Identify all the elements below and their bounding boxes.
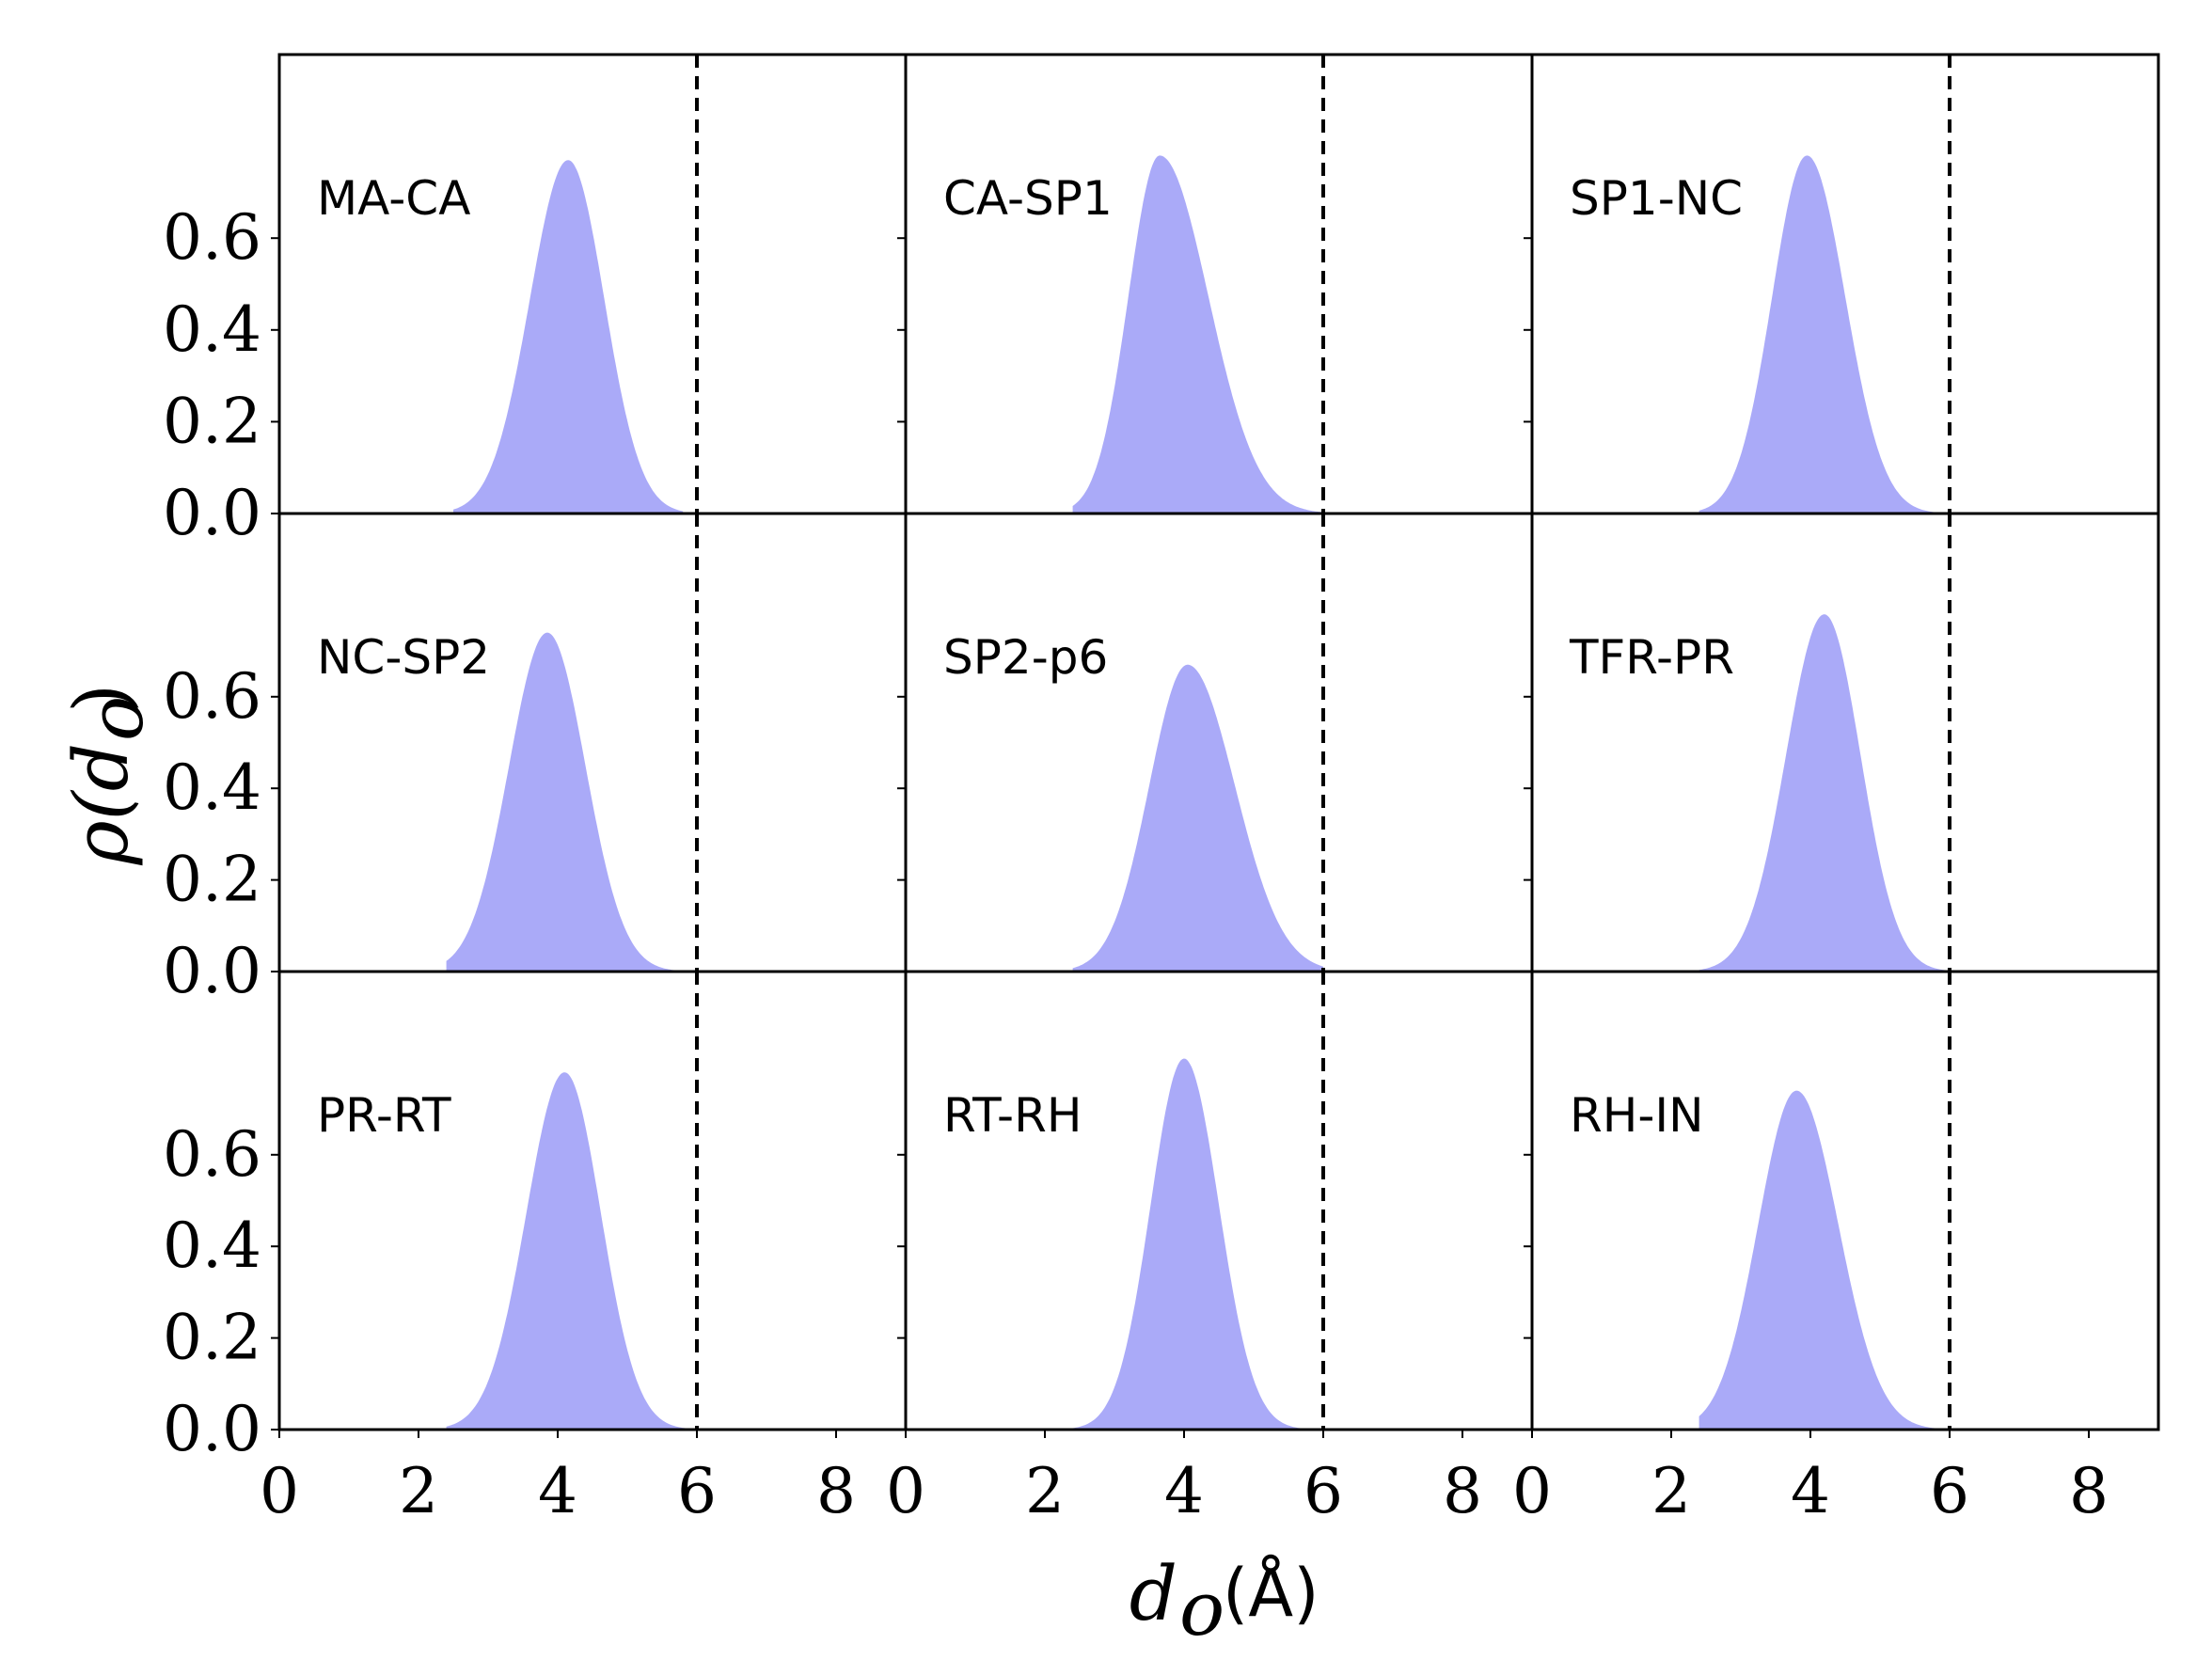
x-tick-label: 8 (816, 1455, 856, 1527)
x-tick-label: 6 (1304, 1455, 1343, 1527)
panel-label: CA-SP1 (943, 171, 1113, 226)
density-area (1072, 664, 1323, 972)
subplot: RH-IN (1524, 970, 2160, 1438)
x-axis-unit: (Å) (1223, 1555, 1319, 1632)
x-axis-sub: o (1179, 1565, 1224, 1652)
y-tick-label: 0.4 (163, 1209, 261, 1282)
panel-label: SP1-NC (1570, 171, 1743, 226)
density-area (1698, 614, 1950, 972)
y-tick-label: 0.0 (163, 935, 261, 1007)
x-tick-label: 4 (1164, 1455, 1204, 1527)
x-tick-label: 2 (1651, 1455, 1691, 1527)
y-tick-label: 0.6 (163, 201, 261, 274)
density-area (1698, 1090, 1950, 1430)
subplot: CA-SP1 (897, 53, 1534, 515)
subplot: TFR-PR (1524, 512, 2160, 973)
subplot: PR-RT (271, 970, 908, 1438)
x-tick-label: 0 (886, 1455, 925, 1527)
x-tick-label: 2 (399, 1455, 438, 1527)
density-area (446, 1072, 690, 1430)
x-tick-label: 8 (1443, 1455, 1482, 1527)
x-axis-var: d (1130, 1550, 1177, 1637)
panel-label: RH-IN (1570, 1088, 1704, 1143)
y-tick-label: 0.2 (163, 844, 261, 916)
density-area (1072, 1058, 1317, 1430)
subplot: SP1-NC (1524, 53, 2160, 515)
subplot: RT-RH (897, 970, 1534, 1438)
subplot: SP2-p6 (897, 512, 1534, 973)
y-tick-label: 0.2 (163, 1302, 261, 1374)
subplot: MA-CA (271, 53, 908, 515)
y-tick-label: 0.6 (163, 1118, 261, 1191)
y-tick-label: 0.0 (163, 1393, 261, 1465)
subplot: NC-SP2 (271, 512, 908, 973)
x-axis-title: d o (Å) (1130, 1550, 1319, 1652)
panel-label: TFR-PR (1569, 630, 1734, 685)
subplot-frame (1530, 970, 2160, 1431)
y-axis-var: ρ(d (57, 743, 145, 865)
panel-label: MA-CA (317, 171, 470, 226)
subplot-grid: MA-CA CA-SP1 SP1-NC NC-SP2 SP2-p6 TFR-PR PR-RT… (271, 53, 2160, 1438)
x-tick-label: 4 (1791, 1455, 1830, 1527)
y-axis-close: ) (57, 684, 145, 713)
panel-label: RT-RH (943, 1088, 1082, 1143)
y-axis-sub: o (72, 696, 160, 741)
x-tick-label: 0 (260, 1455, 299, 1527)
y-axis-title: ρ(d o ) (57, 684, 160, 866)
x-tick-label: 8 (2069, 1455, 2109, 1527)
tick-labels: 0.0 0.2 0.4 0.6 0.0 0.2 0.4 0.6 0.0 0.2 0.4 0.6 0 2 4 6… (163, 201, 2109, 1527)
x-tick-label: 0 (1512, 1455, 1552, 1527)
panel-label: PR-RT (317, 1088, 451, 1143)
x-tick-label: 4 (538, 1455, 577, 1527)
panel-label: NC-SP2 (317, 630, 490, 685)
density-area (453, 160, 684, 514)
x-tick-label: 6 (677, 1455, 717, 1527)
density-area (1698, 155, 1950, 514)
panel-label: SP2-p6 (943, 630, 1108, 685)
x-tick-label: 2 (1025, 1455, 1065, 1527)
y-tick-label: 0.2 (163, 385, 261, 457)
y-tick-label: 0.4 (163, 751, 261, 824)
y-tick-label: 0.4 (163, 293, 261, 366)
y-tick-label: 0.6 (163, 660, 261, 733)
x-tick-label: 6 (1930, 1455, 1969, 1527)
density-area (446, 632, 690, 972)
density-area (1072, 155, 1323, 514)
y-tick-label: 0.0 (163, 477, 261, 549)
